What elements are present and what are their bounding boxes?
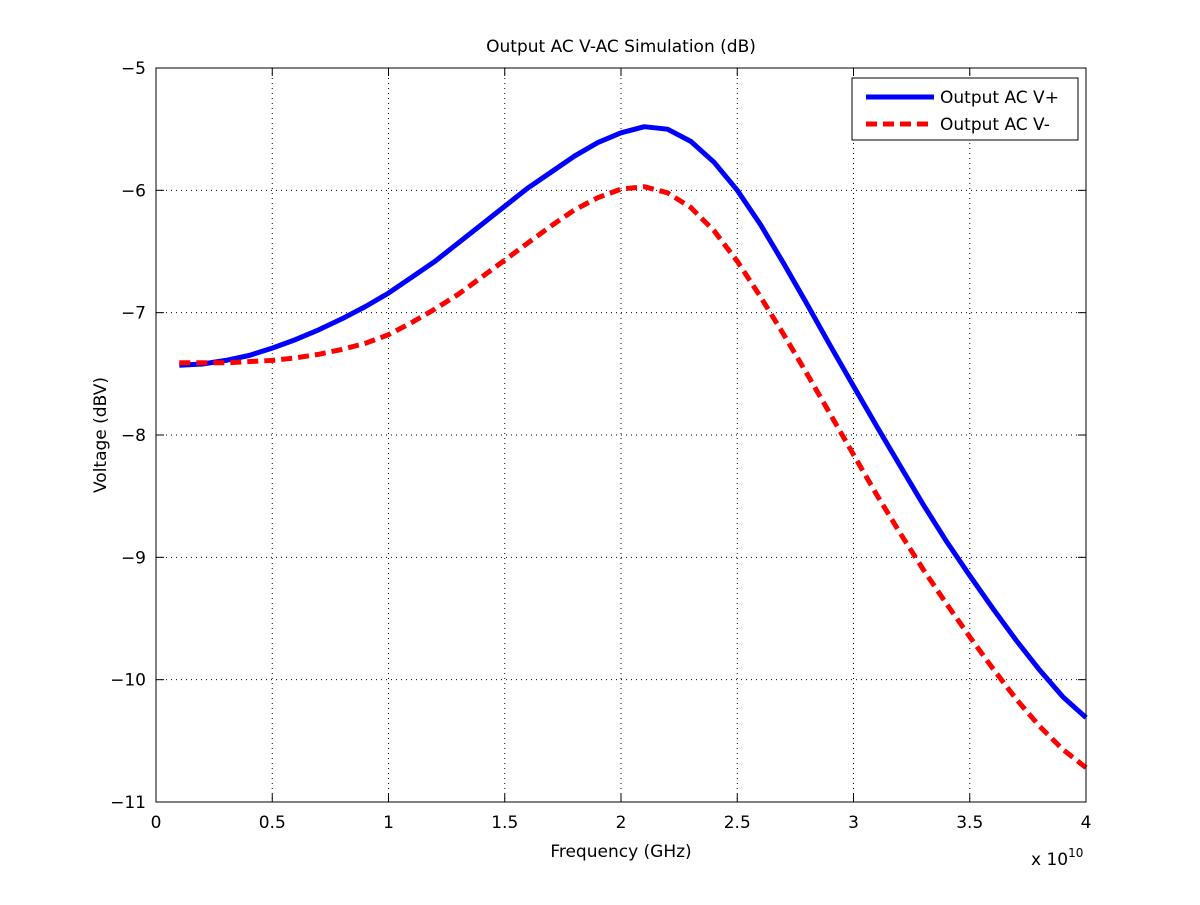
x-axis-title: Frequency (GHz) [550, 842, 691, 862]
y-tick-label: −11 [110, 793, 146, 813]
x-tick-label: 2.5 [724, 813, 751, 833]
x-exponent-power: 10 [1068, 846, 1083, 860]
x-tick-label: 0 [151, 813, 162, 833]
grid [156, 68, 1086, 802]
y-tick-label: −6 [121, 181, 146, 201]
chart-title: Output AC V-AC Simulation (dB) [486, 37, 756, 57]
legend-box [851, 77, 1079, 141]
series-line-v-plus [179, 124, 1088, 720]
x-axis-exponent: x 1010 [1031, 846, 1083, 870]
axis-ticks: 0 0.5 1 1.5 2 2.5 3 3.5 4 −11 −10 −9 −8 −7 −6 −5 [110, 59, 1091, 833]
y-tick-label: −7 [121, 304, 146, 324]
x-tick-label: 4 [1081, 813, 1092, 833]
series-layer [179, 124, 1088, 770]
y-tick-label: −9 [121, 548, 146, 568]
x-exponent-base: x 10 [1031, 850, 1068, 870]
x-tick-label: 1 [383, 813, 394, 833]
y-tick-label: −8 [121, 426, 146, 446]
legend-label: Output AC V+ [940, 88, 1059, 108]
y-tick-label: −5 [121, 59, 146, 79]
x-tick-label: 0.5 [259, 813, 286, 833]
y-axis-title: Voltage (dBV) [91, 377, 111, 493]
legend-label: Output AC V- [940, 115, 1050, 135]
x-tick-label: 2 [616, 813, 627, 833]
x-tick-label: 1.5 [491, 813, 518, 833]
series-line-v-minus [179, 184, 1088, 770]
y-tick-label: −10 [110, 671, 146, 691]
x-tick-label: 3 [848, 813, 859, 833]
legend: Output AC V+ Output AC V- [851, 77, 1079, 141]
x-tick-label: 3.5 [956, 813, 983, 833]
